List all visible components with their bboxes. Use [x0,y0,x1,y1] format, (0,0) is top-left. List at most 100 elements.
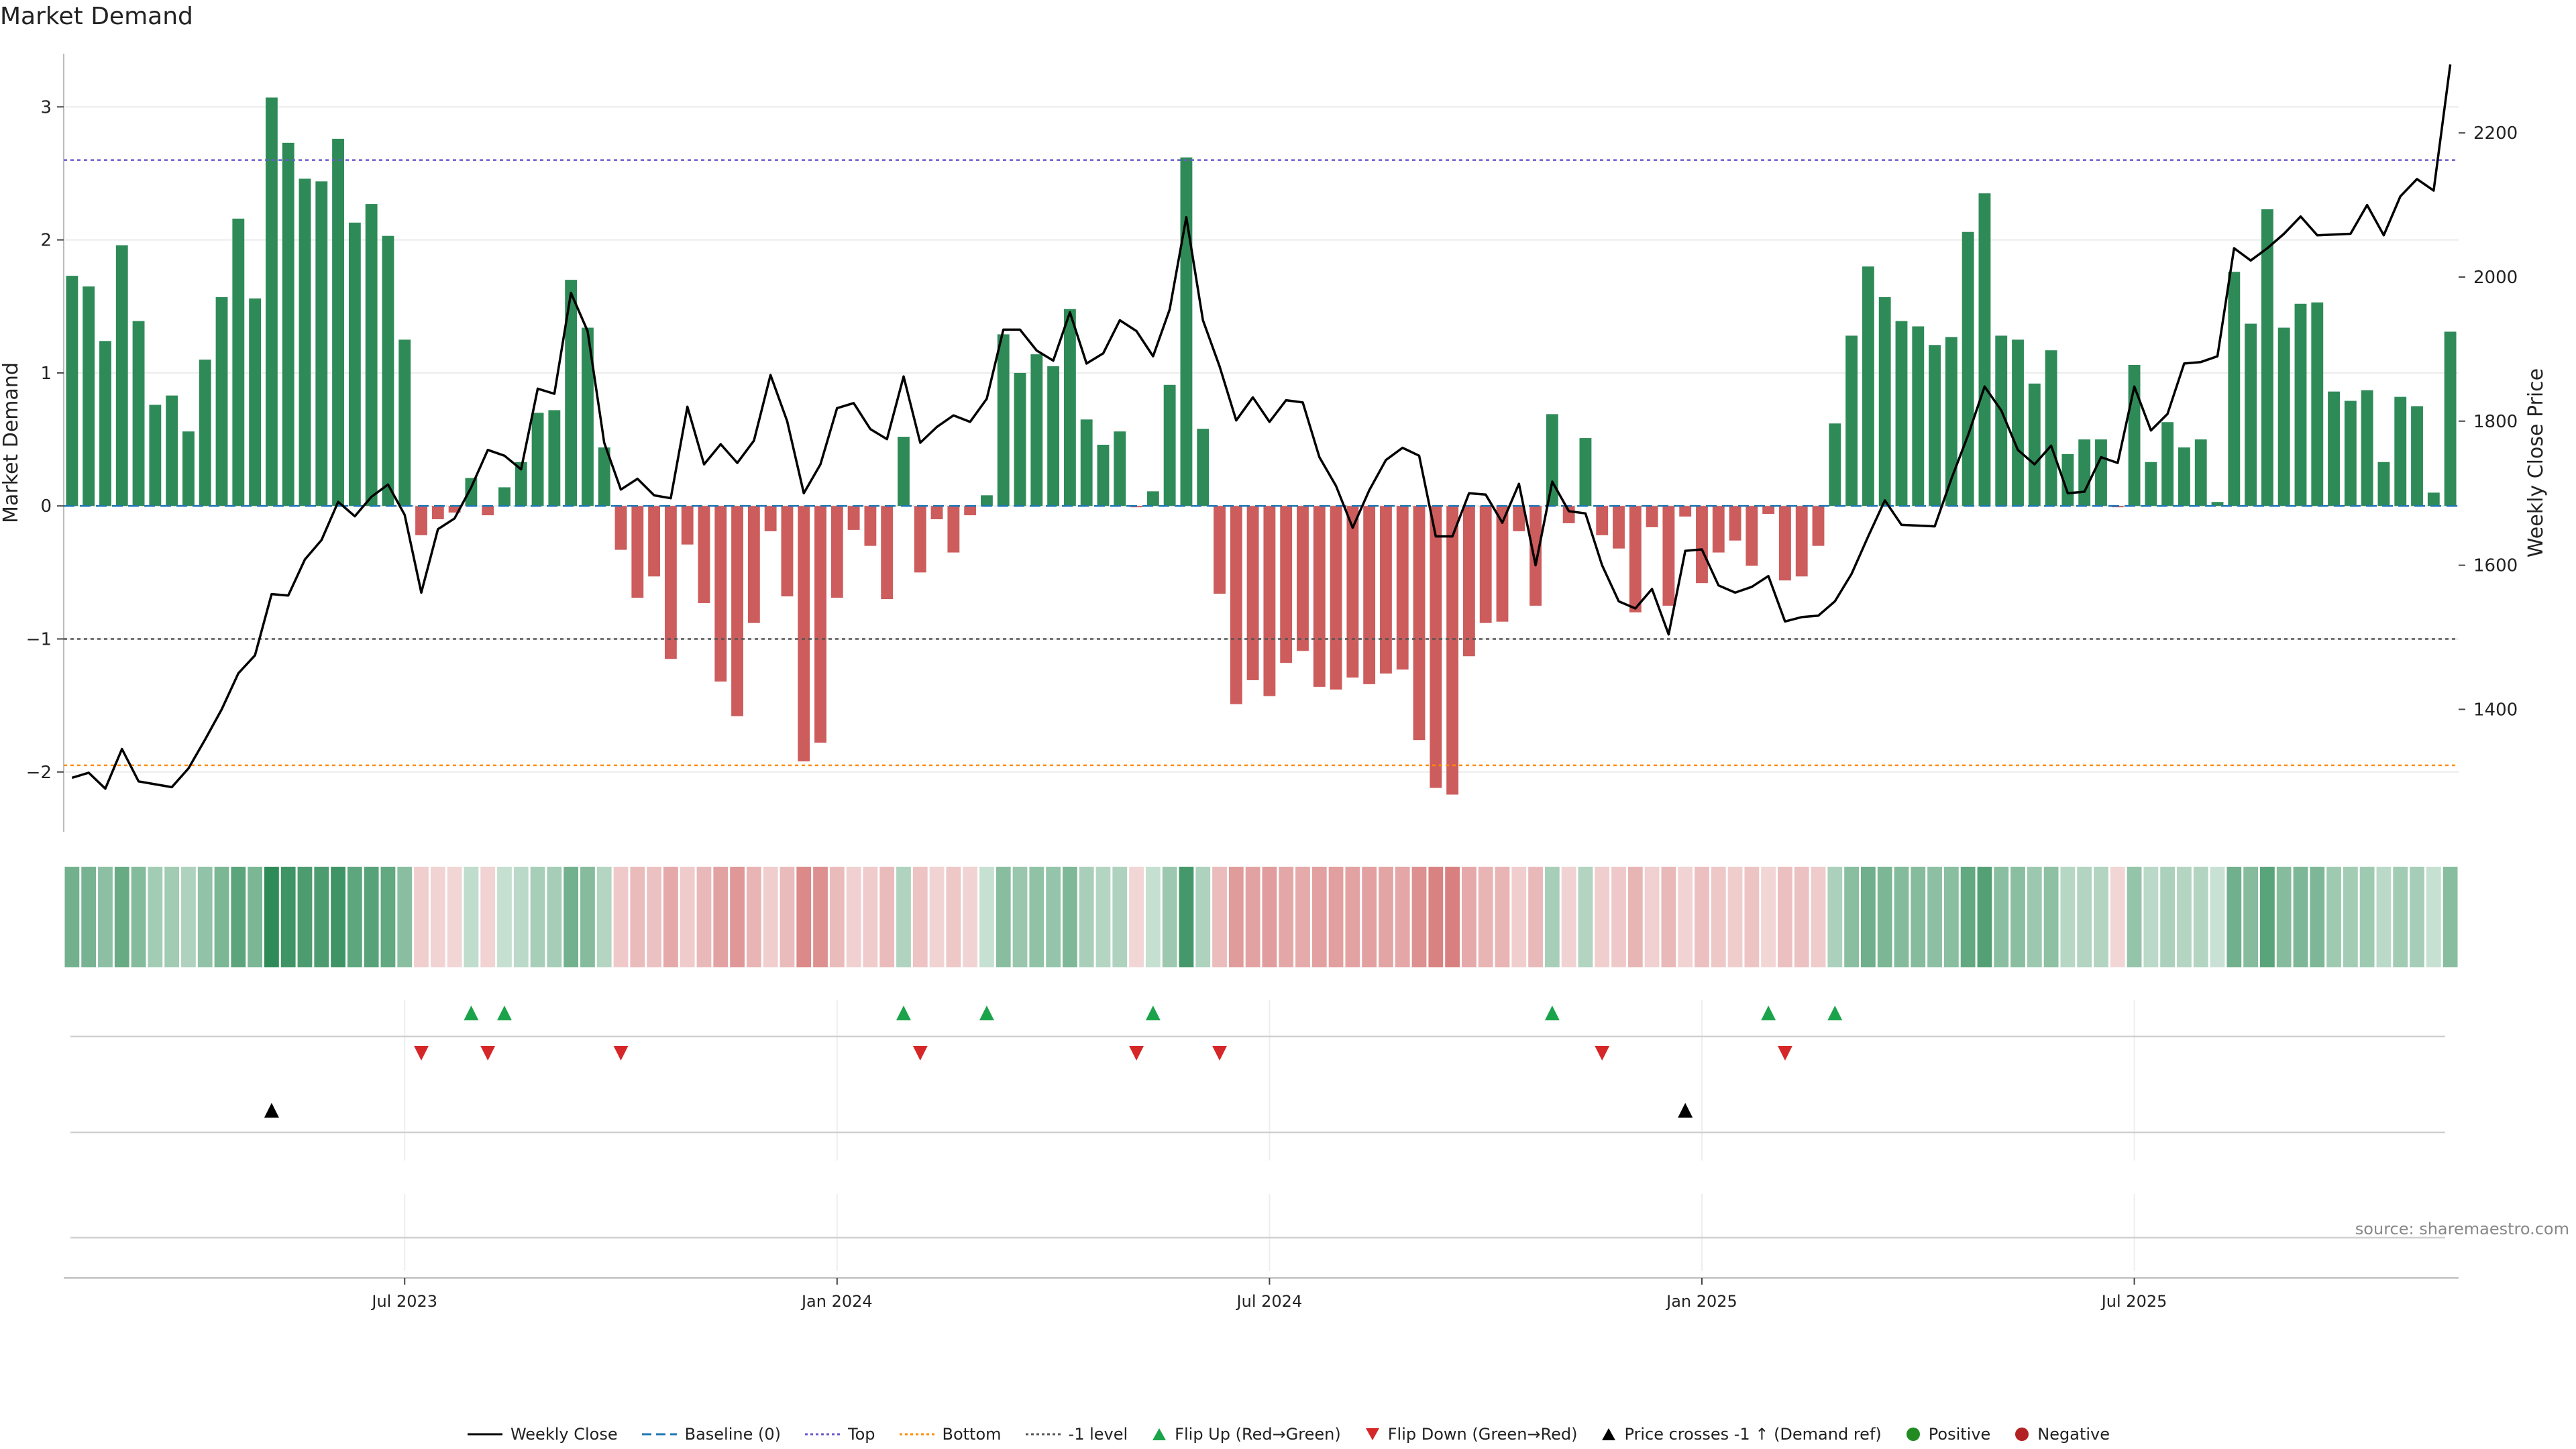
heat-cell [1345,867,1360,967]
heat-cell [1478,867,1493,967]
demand-bar [2394,396,2407,506]
y-tick-label: 3 [40,97,52,117]
heat-cell [1778,867,1792,967]
demand-bar [465,478,478,506]
heat-cell [1794,867,1809,967]
heat-cell [1528,867,1543,967]
demand-bar [664,506,677,659]
demand-bar [1912,326,1925,506]
heat-cell [2077,867,2092,967]
demand-bar [764,506,777,531]
heat-cell [464,867,479,967]
heat-cell [1611,867,1626,967]
heat-cell [1495,867,1510,967]
heat-cell [214,867,229,967]
legend-label: Weekly Close [510,1425,618,1444]
heat-cell [1678,867,1693,967]
heat-cell [231,867,246,967]
dot-icon [1906,1428,1920,1441]
heat-cell [2260,867,2275,967]
heat-cell [1379,867,1393,967]
heat-cell [1212,867,1227,967]
heat-cell [680,867,695,967]
demand-bar [614,506,627,550]
heat-cell [2393,867,2408,967]
heat-cell [1927,867,1942,967]
heat-cell [430,867,445,967]
legend-item: Top [804,1425,875,1444]
demand-bar [1812,506,1825,546]
y-tick-label: 1 [40,364,52,384]
heat-cell [1595,867,1610,967]
heat-cell [996,867,1011,967]
demand-bar [1513,506,1525,531]
demand-bar [498,487,511,506]
demand-bar [431,506,444,520]
heat-cell [2043,867,2059,967]
demand-bar [964,506,977,516]
flip-up-marker [464,1006,479,1020]
heat-cell [763,867,778,967]
y-tick-label: 0 [40,496,52,517]
demand-bar [1729,506,1741,541]
demand-bar [182,431,195,506]
demand-bar [847,506,860,530]
heat-cell [1811,867,1826,967]
heat-cell [264,867,279,967]
demand-bar [1430,506,1442,788]
flip-down-marker [1129,1046,1144,1061]
demand-bar [1180,157,1193,506]
demand-bar [2028,383,2041,506]
heat-cell [2193,867,2208,967]
demand-bar [631,506,644,598]
price-cross-marker [1678,1103,1693,1118]
heat-cell [248,867,262,967]
x-tick-label: Jan 2025 [1665,1292,1737,1311]
legend-item: Weekly Close [466,1425,618,1444]
demand-bar [1712,506,1725,553]
demand-bar [531,413,544,506]
heat-cell [380,867,396,967]
legend-label: Negative [2037,1425,2110,1444]
demand-bar [2178,447,2190,506]
heat-cell [613,867,629,967]
heat-cell [1561,867,1576,967]
heat-cell [347,867,362,967]
demand-bar [232,218,245,506]
legend-label: Baseline (0) [684,1425,781,1444]
heat-cell [1428,867,1444,967]
demand-bar [1629,506,1642,612]
heat-cell [2177,867,2192,967]
demand-bar [1878,297,1891,506]
demand-bar [1929,345,1941,506]
demand-bar [515,462,527,506]
heat-cell [497,867,512,967]
demand-bar [265,97,278,506]
heat-cell [696,867,712,967]
heat-cell [580,867,595,967]
demand-bar [2095,439,2107,506]
legend-label: Positive [1928,1425,1991,1444]
heat-cell [1661,867,1676,967]
heat-cell [64,867,80,967]
heat-cell [148,867,163,967]
heat-cell [912,867,928,967]
heat-cell [1994,867,2009,967]
heat-cell [181,867,196,967]
x-tick-label: Jan 2024 [800,1292,873,1311]
demand-bar [2012,339,2024,506]
demand-bar [215,297,228,506]
y2-tick-label: 1600 [2473,556,2518,576]
heat-cell [547,867,562,967]
y2-tick-label: 2000 [2473,268,2518,288]
heat-cell [1727,867,1743,967]
demand-bar [1380,506,1392,674]
heat-cell [1911,867,1926,967]
heat-cell [2226,867,2242,967]
source-credit: source: sharemaestro.com [2355,1220,2569,1238]
demand-bar [714,506,727,682]
heat-cell [2376,867,2392,967]
y2-tick-label: 1800 [2473,412,2518,432]
heat-cell [2243,867,2258,967]
demand-bar [448,506,461,513]
